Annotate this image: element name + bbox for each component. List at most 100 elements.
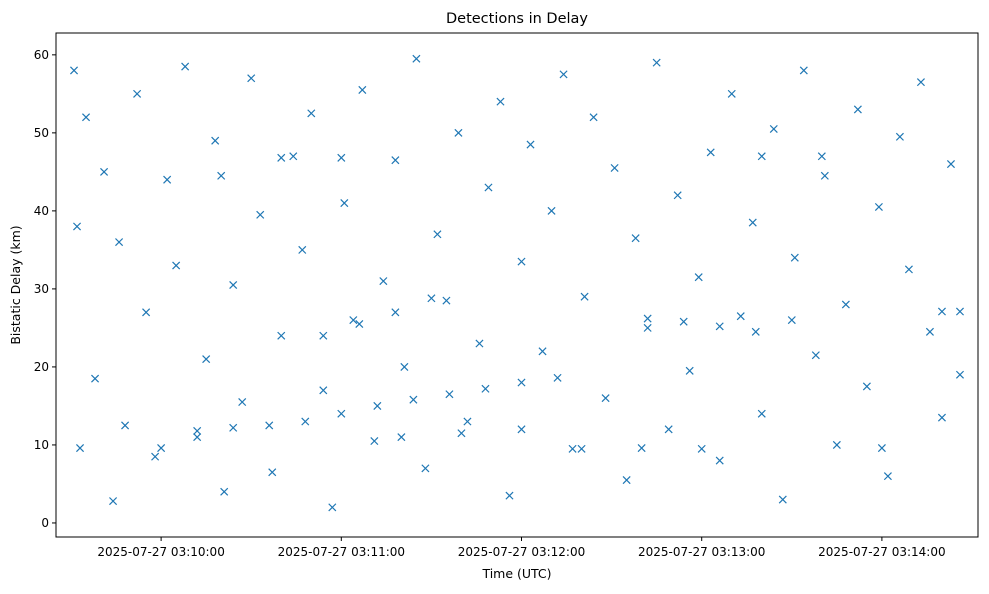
data-point — [463, 417, 472, 426]
data-point — [151, 452, 160, 461]
data-point — [715, 456, 724, 465]
data-point — [319, 386, 328, 395]
data-point — [736, 312, 745, 321]
y-tick-label: 40 — [34, 204, 49, 218]
data-point — [715, 322, 724, 331]
x-tick-label: 2025-07-27 03:13:00 — [638, 545, 765, 559]
data-point — [787, 316, 796, 325]
y-tick-label: 50 — [34, 126, 49, 140]
data-point — [457, 429, 466, 438]
data-point — [580, 292, 589, 301]
data-point — [883, 472, 892, 481]
data-point — [769, 124, 778, 133]
data-point — [211, 136, 220, 145]
data-point — [751, 327, 760, 336]
x-tick-label: 2025-07-27 03:14:00 — [818, 545, 945, 559]
data-point — [328, 503, 337, 512]
data-point — [220, 487, 229, 496]
data-point — [877, 444, 886, 453]
data-point — [820, 171, 829, 180]
data-point — [841, 300, 850, 309]
data-point — [172, 261, 181, 270]
data-point — [904, 265, 913, 274]
data-point — [652, 58, 661, 67]
data-point — [355, 319, 364, 329]
data-point — [193, 426, 202, 435]
data-point — [853, 105, 862, 114]
y-tick-label: 20 — [34, 360, 49, 374]
data-point — [643, 314, 652, 323]
data-point — [916, 78, 925, 87]
data-point — [484, 183, 493, 192]
data-point — [307, 109, 316, 118]
data-point — [82, 113, 91, 122]
data-point — [874, 202, 883, 212]
data-point — [811, 351, 820, 360]
data-point — [229, 423, 238, 432]
data-point — [238, 398, 247, 407]
data-point — [757, 152, 766, 161]
data-point — [799, 66, 808, 75]
y-axis: 0 10 20 30 40 50 60 — [34, 48, 56, 530]
data-point — [301, 417, 310, 426]
y-tick-label: 0 — [41, 516, 49, 530]
data-point — [358, 85, 367, 94]
data-point — [202, 355, 211, 364]
data-point — [925, 327, 934, 336]
data-point — [142, 308, 151, 317]
data-point — [217, 171, 226, 180]
data-point — [553, 373, 562, 382]
data-point — [568, 444, 577, 453]
data-point — [538, 347, 547, 356]
data-point — [319, 331, 328, 340]
data-point — [496, 97, 505, 106]
data-point — [445, 390, 454, 399]
data-point — [91, 374, 100, 383]
data-point — [637, 444, 646, 453]
data-point — [937, 413, 946, 422]
data-point — [268, 468, 277, 477]
data-point — [526, 140, 535, 149]
data-point — [157, 444, 166, 453]
data-point — [72, 222, 82, 231]
data-point — [727, 89, 736, 98]
data-point — [862, 382, 871, 391]
data-point — [340, 199, 349, 208]
data-point — [289, 152, 298, 161]
data-point — [505, 491, 514, 500]
data-point — [748, 218, 757, 227]
data-point — [517, 378, 526, 387]
data-point — [697, 444, 706, 453]
y-tick-label: 10 — [34, 438, 49, 452]
data-point — [337, 409, 346, 418]
data-point — [181, 62, 190, 71]
data-point — [547, 206, 556, 215]
data-point — [589, 113, 598, 122]
data-point — [517, 257, 526, 266]
data-point — [955, 307, 965, 316]
data-point — [277, 153, 286, 162]
y-tick-label: 60 — [34, 48, 49, 62]
x-tick-label: 2025-07-27 03:11:00 — [278, 545, 405, 559]
data-point — [643, 323, 652, 332]
data-point — [622, 476, 631, 485]
data-point — [895, 132, 904, 141]
x-axis-label: Time (UTC) — [481, 566, 551, 581]
data-point — [373, 401, 382, 410]
y-tick-label: 30 — [34, 282, 49, 296]
data-point — [673, 191, 682, 200]
data-point — [685, 366, 694, 375]
data-point — [193, 433, 202, 442]
x-axis: 2025-07-27 03:10:00 2025-07-27 03:11:00 20… — [97, 537, 946, 559]
x-tick-label: 2025-07-27 03:12:00 — [458, 545, 585, 559]
data-point — [433, 230, 442, 239]
data-point — [109, 497, 118, 506]
data-point — [400, 362, 409, 371]
data-point — [115, 238, 124, 247]
y-axis-label: Bistatic Delay (km) — [8, 225, 23, 344]
data-point — [370, 437, 379, 446]
data-point — [757, 409, 766, 418]
data-point — [631, 234, 640, 243]
data-point — [412, 54, 421, 63]
data-point — [679, 317, 688, 326]
